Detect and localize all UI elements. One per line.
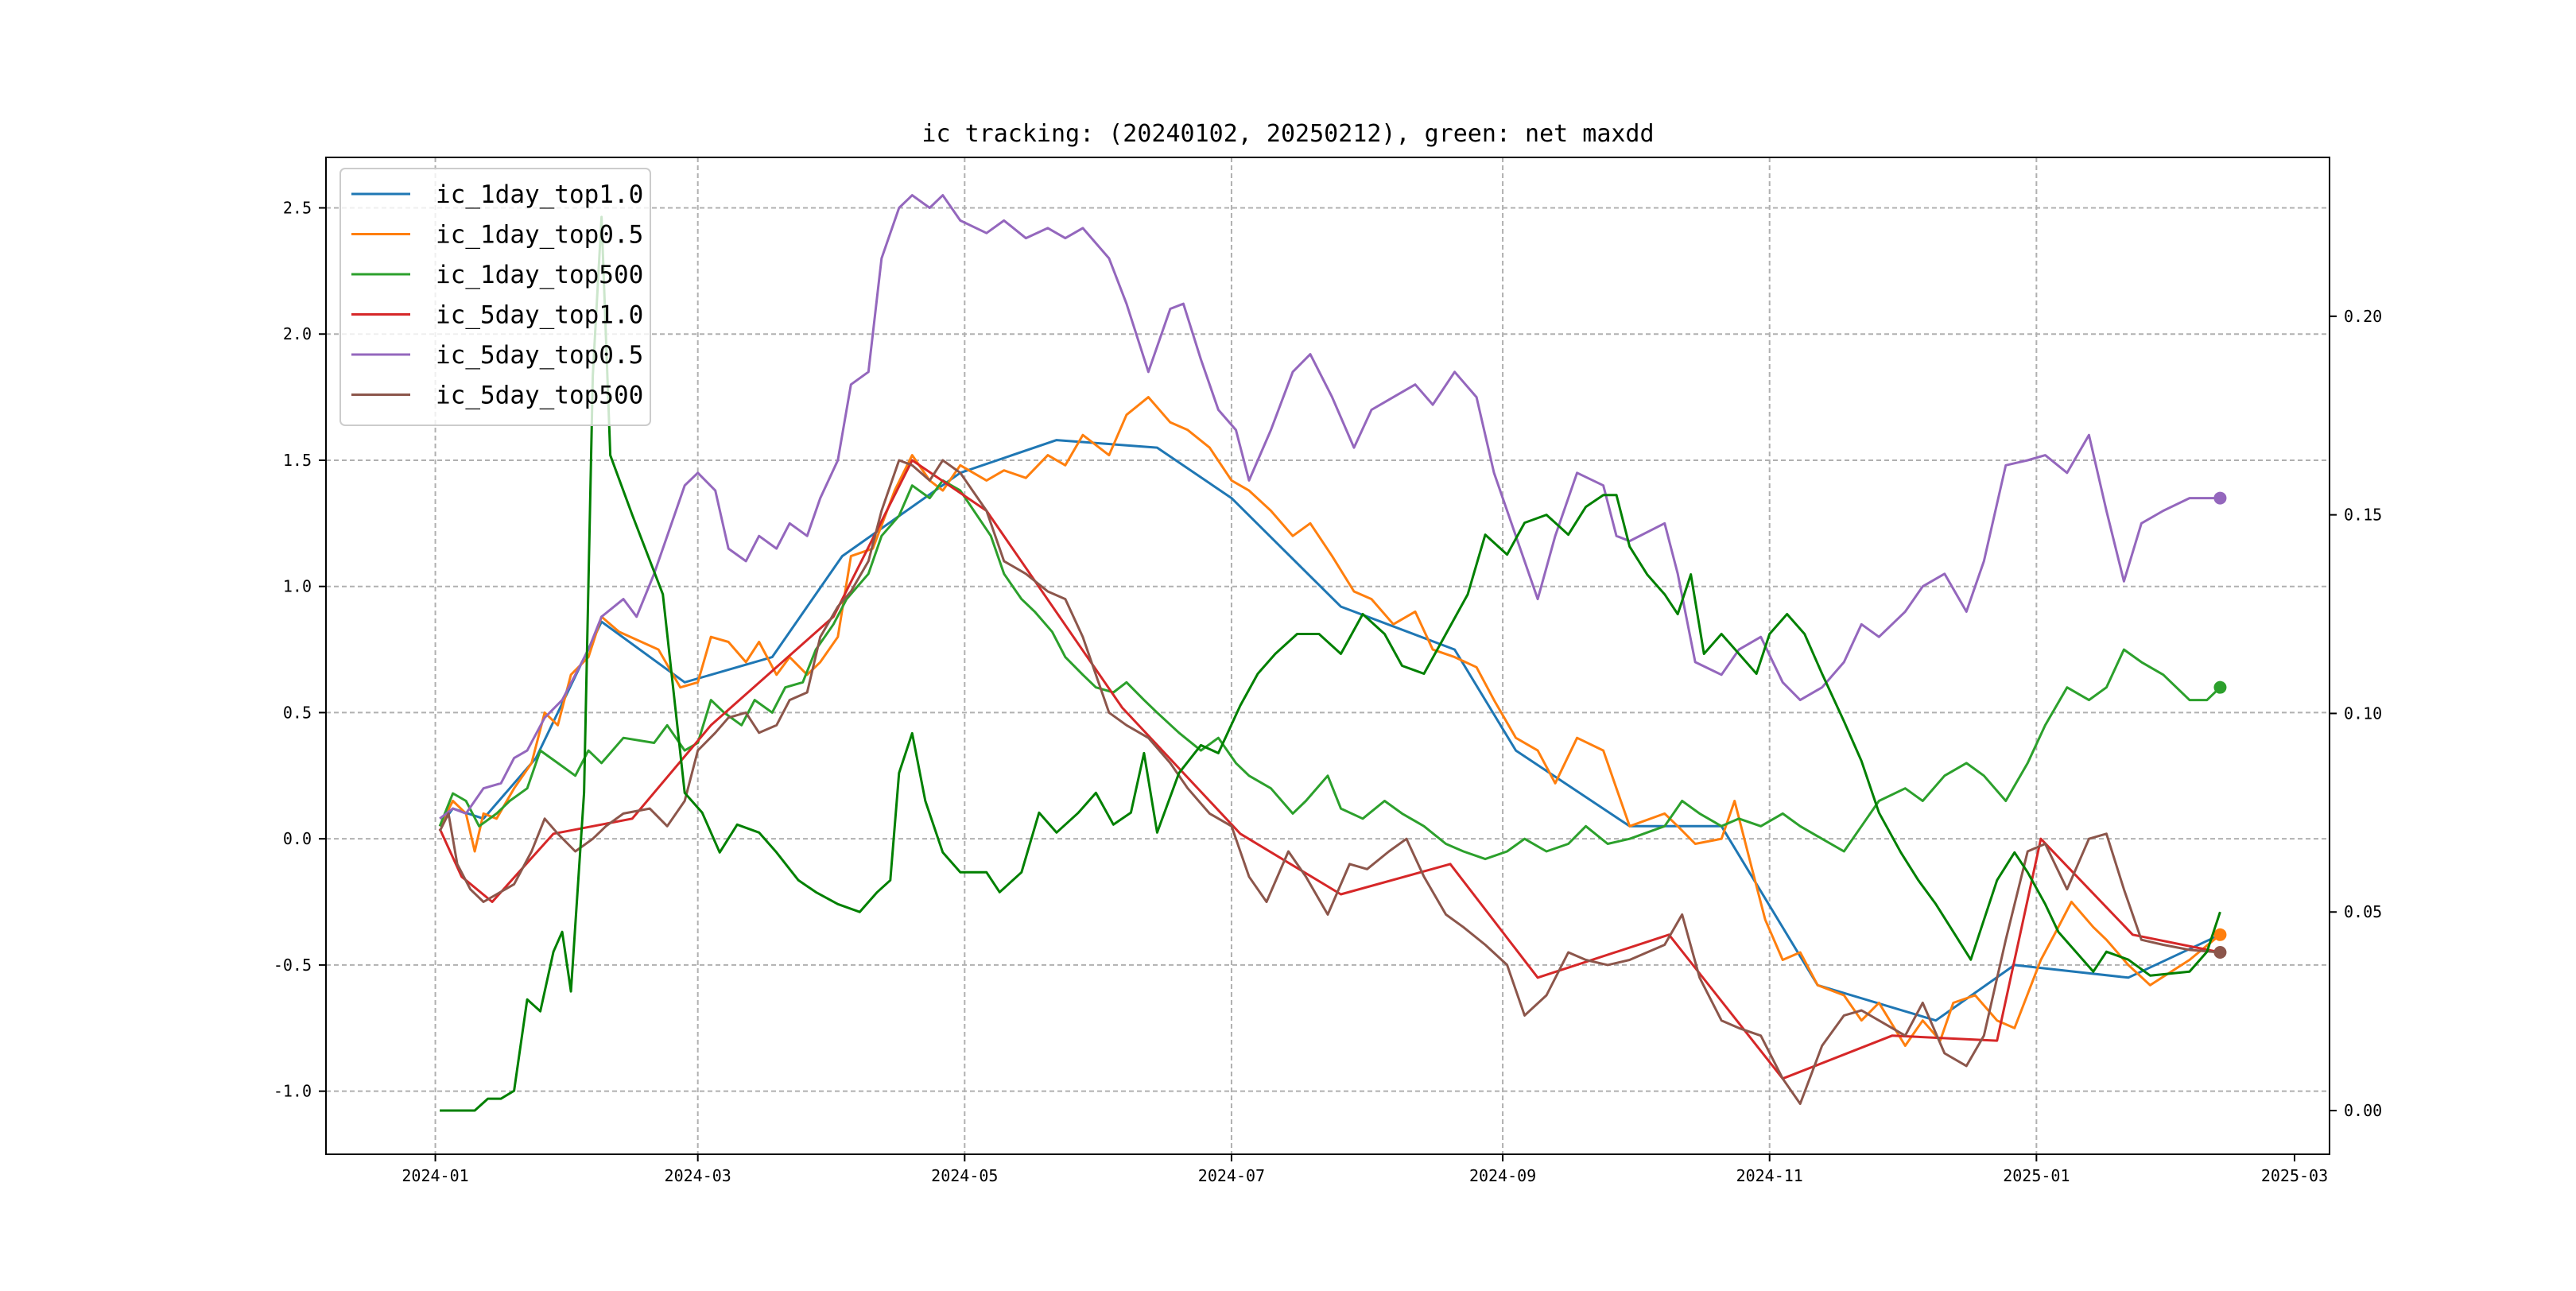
x-tick-label: 2025-01 xyxy=(2003,1166,2070,1185)
series-end-marker xyxy=(2213,680,2227,694)
y2-tick-label: 0.20 xyxy=(2344,307,2382,326)
y-tick-label: 1.0 xyxy=(283,577,312,596)
series-line-ic-5day-top0-5 xyxy=(439,194,2221,820)
legend-label: ic_1day_top500 xyxy=(436,261,643,289)
legend-box xyxy=(339,168,651,426)
series-line-net-maxdd xyxy=(440,215,2221,1112)
y-axis-left: -1.0 -0.5 0.0 0.5 1.0 1.5 2.0 2.5 xyxy=(274,198,326,1101)
legend: ic_1day_top1.0 ic_1day_top0.5 ic_1day_top5… xyxy=(339,168,651,426)
grid-lines xyxy=(326,157,2330,1154)
series-end-marker xyxy=(2213,928,2227,941)
series-end-marker xyxy=(2213,491,2227,505)
legend-label: ic_1day_top1.0 xyxy=(436,180,643,209)
y-tick-label: 2.0 xyxy=(283,324,312,343)
x-axis: 2024-01 2024-03 2024-05 2024-07 2024-09 2024-… xyxy=(402,1154,2328,1185)
plot-frame xyxy=(325,157,2330,1155)
y-tick-label: -0.5 xyxy=(274,956,312,975)
y-tick-label: 0.5 xyxy=(283,703,312,722)
series-end-marker xyxy=(2213,946,2227,960)
legend-label: ic_5day_top500 xyxy=(436,382,643,410)
chart-title: ic tracking: (20240102, 20250212), green… xyxy=(921,120,1654,148)
y-tick-label: -1.0 xyxy=(274,1082,312,1101)
x-tick-label: 2024-03 xyxy=(665,1166,731,1185)
y-tick-label: 0.0 xyxy=(283,829,312,848)
x-tick-label: 2024-11 xyxy=(1736,1166,1803,1185)
legend-label: ic_5day_top1.0 xyxy=(436,301,643,330)
x-tick-label: 2024-09 xyxy=(1469,1166,1536,1185)
series-line-ic-1day-top0-5 xyxy=(438,396,2221,1047)
y-tick-label: 2.5 xyxy=(283,198,312,217)
x-tick-label: 2025-03 xyxy=(2261,1166,2328,1185)
x-tick-label: 2024-05 xyxy=(931,1166,998,1185)
y-axis-right: 0.00 0.05 0.10 0.15 0.20 xyxy=(2330,307,2382,1120)
series-line-ic-5day-top500 xyxy=(438,459,2221,1105)
series-lines xyxy=(438,194,2227,1112)
legend-label: ic_1day_top0.5 xyxy=(436,221,643,250)
y2-tick-label: 0.00 xyxy=(2344,1101,2382,1120)
y2-tick-label: 0.05 xyxy=(2344,902,2382,921)
x-tick-label: 2024-07 xyxy=(1198,1166,1265,1185)
y2-tick-label: 0.15 xyxy=(2344,506,2382,525)
series-line-ic-5day-top1-0 xyxy=(438,459,2221,1080)
legend-label: ic_5day_top0.5 xyxy=(436,341,643,370)
y2-tick-label: 0.10 xyxy=(2344,704,2382,723)
series-line-ic-1day-top500 xyxy=(438,479,2221,861)
y-tick-label: 1.5 xyxy=(283,451,312,470)
x-tick-label: 2024-01 xyxy=(402,1166,468,1185)
